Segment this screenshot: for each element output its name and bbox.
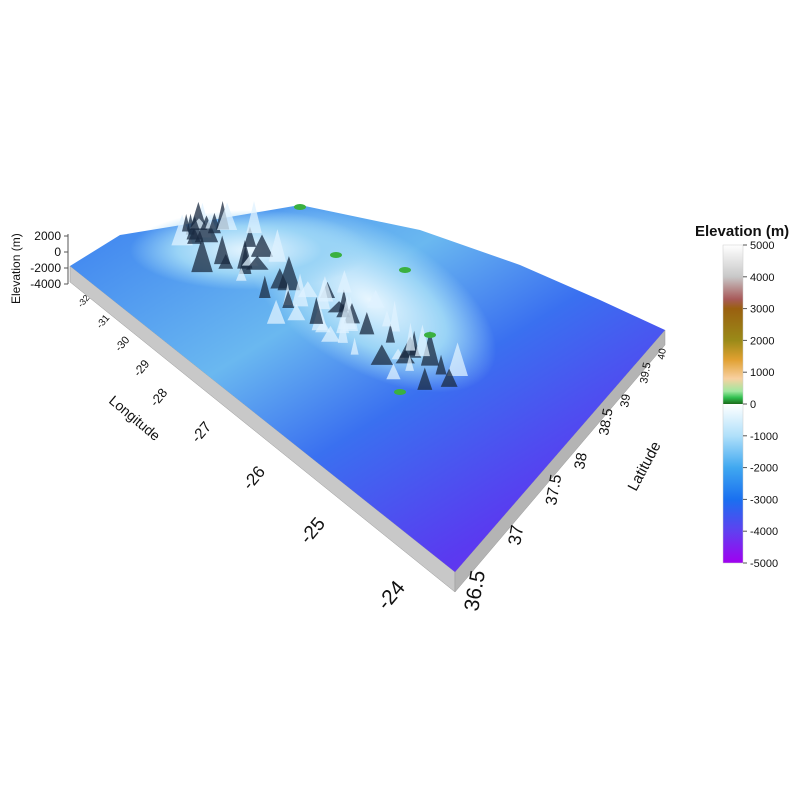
- colorbar-tick-label: 5000: [750, 240, 774, 252]
- island-peak: [424, 332, 436, 338]
- terrain-peak: [417, 367, 433, 390]
- y-axis-label: Latitude: [625, 439, 665, 494]
- terrain-peak: [366, 289, 385, 308]
- terrain-peak: [316, 276, 334, 302]
- x-tick-label: -25: [296, 514, 330, 549]
- terrain-peak: [216, 202, 238, 230]
- terrain-peak: [381, 310, 392, 327]
- colorbar-tick-label: -3000: [750, 494, 778, 506]
- terrain-peak: [277, 256, 301, 291]
- z-tick-label: -4000: [30, 277, 61, 291]
- terrain-surface: [70, 205, 665, 572]
- terrain-peak: [246, 200, 262, 234]
- terrain-peak: [282, 290, 295, 308]
- z-axis: 2000 0 -2000 -4000 Elevation (m): [9, 229, 69, 304]
- terrain-peak: [447, 342, 468, 377]
- island-peak: [394, 389, 406, 395]
- colorbar-tick-label: -1000: [750, 431, 778, 443]
- y-tick-label: 37: [504, 523, 527, 546]
- z-tick-label: -2000: [30, 261, 61, 275]
- x-tick-label: -28: [147, 385, 171, 409]
- terrain-peak: [405, 322, 416, 351]
- colorbar-tick-label: 0: [750, 399, 756, 411]
- colorbar-title: Elevation (m): [695, 223, 789, 240]
- colorbar-tick-label: -2000: [750, 463, 778, 475]
- colorbar-gradient: [722, 244, 744, 564]
- y-tick-label: 40: [656, 347, 669, 360]
- terrain-peak: [235, 267, 247, 281]
- terrain-peak: [405, 354, 415, 371]
- terrain-peak: [309, 297, 324, 324]
- terrain-peak: [386, 363, 401, 380]
- terrain-peak: [268, 229, 287, 262]
- colorbar-tick-label: -4000: [750, 526, 778, 538]
- terrain-peak: [287, 303, 306, 321]
- terrain-peak: [250, 234, 274, 257]
- terrain-peak: [186, 216, 203, 240]
- terrain-peak: [338, 295, 357, 330]
- terrain-peak: [258, 275, 271, 298]
- colorbar-tick-label: 2000: [750, 335, 774, 347]
- terrain-peak: [440, 368, 458, 387]
- terrain-peak: [414, 324, 430, 357]
- y-tick-label: 38.5: [595, 407, 616, 437]
- terrain-peak: [321, 325, 340, 342]
- y-tick-label: 38: [571, 451, 591, 470]
- terrain-ridges: [130, 200, 497, 395]
- terrain-peak: [420, 330, 440, 366]
- terrain-peak: [389, 300, 400, 332]
- terrain-peak: [243, 226, 257, 247]
- terrain-peak: [245, 255, 269, 270]
- terrain-peak: [359, 311, 375, 335]
- x-tick-label: -24: [373, 576, 410, 614]
- colorbar-tick-label: 3000: [750, 304, 774, 316]
- terrain-peak: [266, 299, 286, 324]
- z-axis-label: Elevation (m): [9, 233, 23, 304]
- island-peak: [399, 267, 411, 273]
- x-tick-label: -29: [130, 357, 152, 380]
- terrain-peak: [350, 337, 359, 355]
- x-tick-label: -31: [95, 313, 113, 331]
- x-tick-label: -26: [239, 462, 269, 493]
- colorbar-tick-label: 1000: [750, 367, 774, 379]
- terrain-peak: [435, 354, 447, 375]
- terrain-peak: [370, 344, 393, 365]
- colorbar-tick-label: 4000: [750, 272, 774, 284]
- y-tick-label: 37.5: [543, 473, 565, 507]
- terrain-peak: [213, 235, 231, 265]
- y-tick-label: 39: [617, 393, 633, 409]
- terrain-peak: [191, 237, 213, 273]
- x-tick-label: -30: [113, 334, 132, 354]
- x-tick-label: -27: [188, 419, 215, 447]
- colorbar: Elevation (m) 5000 4000 3000 2000 1000 0 -1000…: [695, 223, 789, 570]
- terrain-peak: [337, 270, 352, 293]
- z-tick-label: 0: [54, 245, 61, 259]
- island-peak: [330, 252, 342, 258]
- terrain-peak: [385, 323, 395, 343]
- island-peak: [294, 204, 306, 210]
- y-tick-label: 39.5: [638, 361, 654, 384]
- terrain-peak: [181, 213, 191, 232]
- colorbar-tick-label: -5000: [750, 558, 778, 570]
- terrain-peak: [291, 273, 309, 307]
- z-tick-label: 2000: [34, 229, 61, 243]
